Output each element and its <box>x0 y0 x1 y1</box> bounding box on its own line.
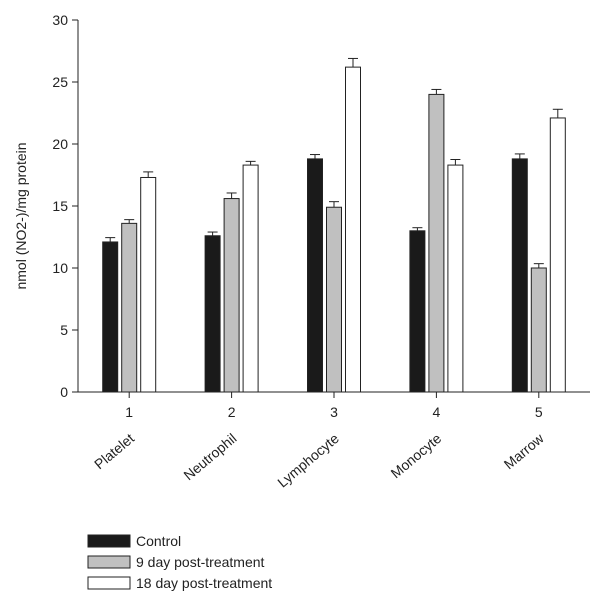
legend-swatch <box>87 555 131 569</box>
category-label: Neutrophil <box>180 430 239 483</box>
category-label: Lymphocyte <box>274 430 342 491</box>
bar <box>102 241 119 393</box>
x-tick-label: 2 <box>228 404 236 420</box>
legend-label: 18 day post-treatment <box>136 575 272 591</box>
bar <box>307 158 323 393</box>
x-tick-label: 3 <box>330 404 338 420</box>
y-tick-label: 5 <box>60 322 68 338</box>
category-label: Monocyte <box>388 430 445 481</box>
bar <box>428 93 445 393</box>
legend-swatch <box>87 534 131 548</box>
bar <box>549 117 566 393</box>
y-tick-label: 0 <box>60 384 68 400</box>
legend-label: Control <box>136 533 181 549</box>
x-tick-label: 4 <box>433 404 441 420</box>
bars <box>102 57 566 393</box>
bar <box>345 66 361 393</box>
category-labels: Platelet Neutrophil Lymphocyte Monocyte Marr… <box>91 429 547 490</box>
bar <box>140 176 157 393</box>
y-tick-label: 30 <box>52 12 68 28</box>
bar <box>409 230 426 393</box>
category-label: Marrow <box>501 429 548 472</box>
bar <box>447 164 464 393</box>
bar <box>511 158 528 393</box>
bar <box>530 267 547 393</box>
x-axis-ticks: 1 2 3 4 5 <box>125 392 543 420</box>
legend-label: 9 day post-treatment <box>136 554 265 570</box>
bar <box>326 206 342 393</box>
bar <box>223 198 240 393</box>
bar <box>121 222 138 393</box>
legend: Control 9 day post-treatment 18 day post-t… <box>87 533 272 591</box>
bar <box>242 164 259 393</box>
legend-swatch <box>87 576 131 590</box>
category-label: Platelet <box>91 430 137 472</box>
x-tick-label: 1 <box>125 404 133 420</box>
y-tick-label: 10 <box>52 260 68 276</box>
y-tick-label: 20 <box>52 136 68 152</box>
y-axis-ticks: 0 5 10 15 20 25 30 <box>52 12 78 400</box>
x-tick-label: 5 <box>535 404 543 420</box>
y-axis-label: nmol (NO2-)/mg protein <box>13 142 29 289</box>
y-tick-label: 15 <box>52 198 68 214</box>
bar <box>204 235 221 393</box>
y-tick-label: 25 <box>52 74 68 90</box>
